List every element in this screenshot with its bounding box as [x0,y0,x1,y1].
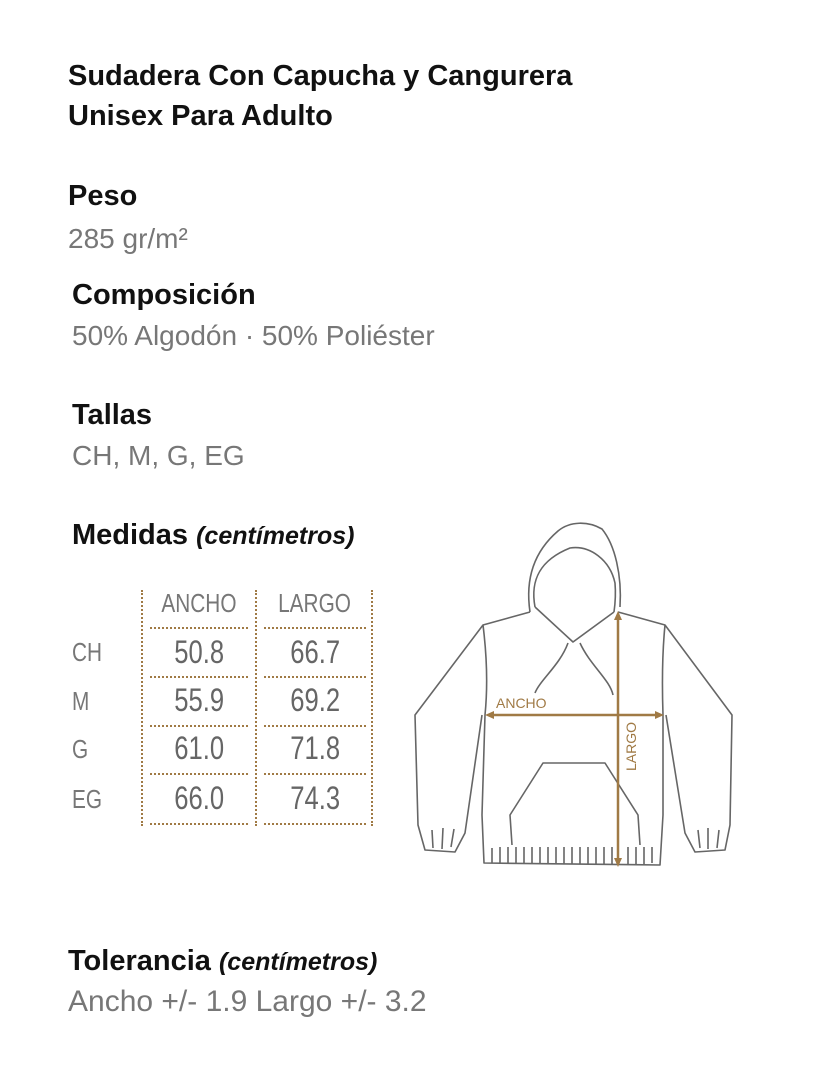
row-label-g: G [72,734,89,764]
tolerancia-unit: (centímetros) [218,948,378,976]
cell-largo: 71.8 [290,730,340,766]
cell-ancho: 50.8 [174,634,224,670]
ancho-diagram-label: ANCHO [496,695,547,711]
table-divider [371,590,373,826]
tallas-label: Tallas [72,399,153,431]
column-header-largo: LARGO [278,588,352,618]
medidas-heading: Medidas (centímetros) [72,519,354,552]
cell-ancho: 61.0 [174,730,224,766]
hoodie-diagram: ANCHO LARGO [414,522,733,867]
hoodie-outline [414,522,733,866]
product-title-line2: Unisex Para Adulto [68,100,333,132]
peso-value: 285 gr/m² [68,223,188,254]
column-header-ancho: ANCHO [161,588,237,618]
composicion-value: 50% Algodón · 50% Poliéster [72,320,435,351]
tallas-value: CH, M, G, EG [72,440,245,471]
medidas-unit: (centímetros) [196,522,355,550]
cell-largo: 66.7 [290,634,340,670]
row-label-m: M [72,686,90,716]
cell-largo: 69.2 [290,682,340,718]
medidas-label: Medidas [72,519,189,551]
peso-label: Peso [68,180,138,212]
measure-arrows [485,611,664,867]
cell-largo: 74.3 [290,780,340,816]
tolerancia-value: Ancho +/- 1.9 Largo +/- 3.2 [68,985,427,1018]
tolerancia-label: Tolerancia [68,945,211,977]
composicion-label: Composición [72,279,256,311]
cell-ancho: 66.0 [174,780,224,816]
cell-ancho: 55.9 [174,682,224,718]
table-divider [141,590,143,826]
tolerancia-heading: Tolerancia (centímetros) [68,945,377,978]
product-title-line1: Sudadera Con Capucha y Cangurera [68,60,573,92]
largo-diagram-label: LARGO [623,722,639,771]
row-label-eg: EG [72,784,103,814]
table-divider [255,590,257,826]
row-label-ch: CH [72,637,103,667]
